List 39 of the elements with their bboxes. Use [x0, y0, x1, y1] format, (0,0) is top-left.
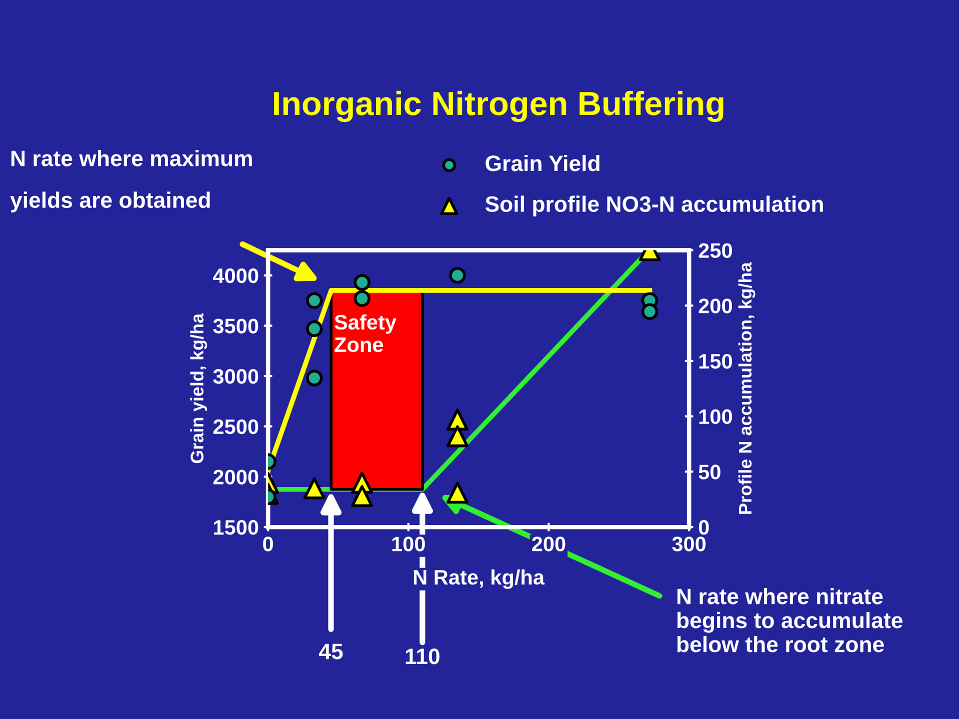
x-tick-label: 0	[263, 536, 273, 552]
text: N rate where nitrate begins to accumulate below the root zone	[677, 588, 902, 652]
point	[303, 477, 326, 500]
y2-tick-label: 150	[699, 354, 732, 369]
y-tick-label: 4000	[212, 268, 258, 284]
text: 45	[318, 644, 343, 660]
chart-title: Inorganic Nitrogen Buffering	[274, 90, 724, 122]
y-tick-label: 2500	[213, 419, 258, 434]
x-tick-label: 300	[672, 536, 706, 552]
point	[351, 485, 374, 507]
y-tick-label: 1500	[214, 520, 258, 535]
point	[354, 274, 370, 291]
y-axis-title: Grain yield, kg/ha	[190, 313, 208, 464]
y2-tick-label: 0	[698, 520, 709, 535]
point	[306, 292, 323, 309]
point	[306, 370, 323, 386]
point	[449, 267, 466, 284]
point	[446, 408, 468, 431]
y-tick-label: 2000	[213, 470, 258, 484]
legend-label: Grain Yield	[486, 154, 600, 172]
text: N rate where maximum yields are obtained	[10, 150, 252, 212]
y2-axis-title: Profile N accumulation, kg/ha	[738, 262, 756, 514]
point	[354, 290, 370, 307]
point	[446, 482, 468, 504]
point	[306, 320, 323, 338]
x-axis-title: N Rate, kg/ha	[414, 569, 545, 589]
annotation: 110	[406, 648, 440, 664]
y-tick-label: 3500	[213, 318, 258, 334]
point	[641, 303, 658, 320]
point	[446, 425, 468, 448]
y-tick-label: 3000	[213, 369, 258, 384]
legend-label: Soil profile NO3-N accumulation	[485, 196, 823, 216]
x-tick-label: 200	[532, 536, 566, 552]
y2-tick-label: 250	[698, 243, 732, 258]
y2-tick-label: 200	[698, 298, 732, 314]
x-tick-label: 100	[392, 536, 425, 552]
y2-tick-label: 100	[699, 409, 732, 424]
y2-tick-label: 50	[698, 464, 720, 480]
band-label: Safety Zone	[334, 314, 396, 352]
